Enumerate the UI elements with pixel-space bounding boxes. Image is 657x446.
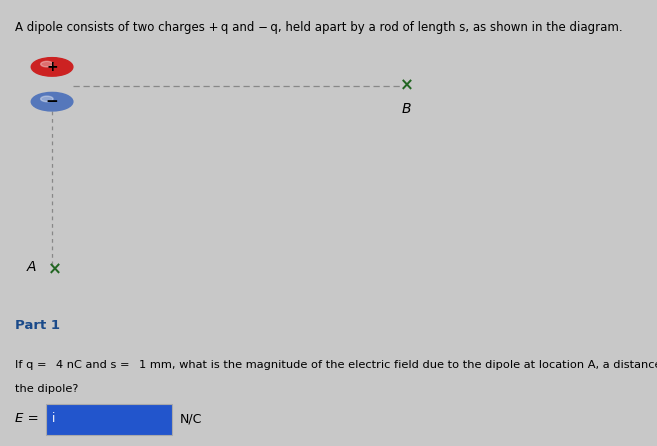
Circle shape: [36, 60, 68, 74]
Text: If q =   4 nC and s =   1 mm, what is the magnitude of the electric field due to: If q = 4 nC and s = 1 mm, what is the ma…: [15, 359, 657, 370]
Circle shape: [41, 96, 53, 102]
Text: Part 1: Part 1: [15, 319, 60, 332]
Text: E =: E =: [15, 412, 39, 425]
Text: N/C: N/C: [180, 412, 202, 425]
Text: −: −: [46, 94, 58, 109]
Text: i: i: [52, 412, 55, 425]
Circle shape: [32, 58, 73, 76]
Circle shape: [41, 62, 53, 67]
Text: ×: ×: [399, 77, 413, 95]
Circle shape: [32, 92, 73, 111]
Text: A: A: [26, 260, 35, 274]
Text: the dipole?: the dipole?: [15, 384, 78, 394]
Circle shape: [43, 63, 62, 71]
Text: A dipole consists of two charges + q and − q, held apart by a rod of length s, a: A dipole consists of two charges + q and…: [15, 21, 623, 33]
Text: +: +: [46, 60, 58, 74]
Circle shape: [36, 95, 68, 109]
FancyBboxPatch shape: [45, 404, 172, 434]
Text: ×: ×: [49, 261, 62, 279]
Circle shape: [43, 98, 62, 106]
Text: B: B: [402, 102, 411, 116]
